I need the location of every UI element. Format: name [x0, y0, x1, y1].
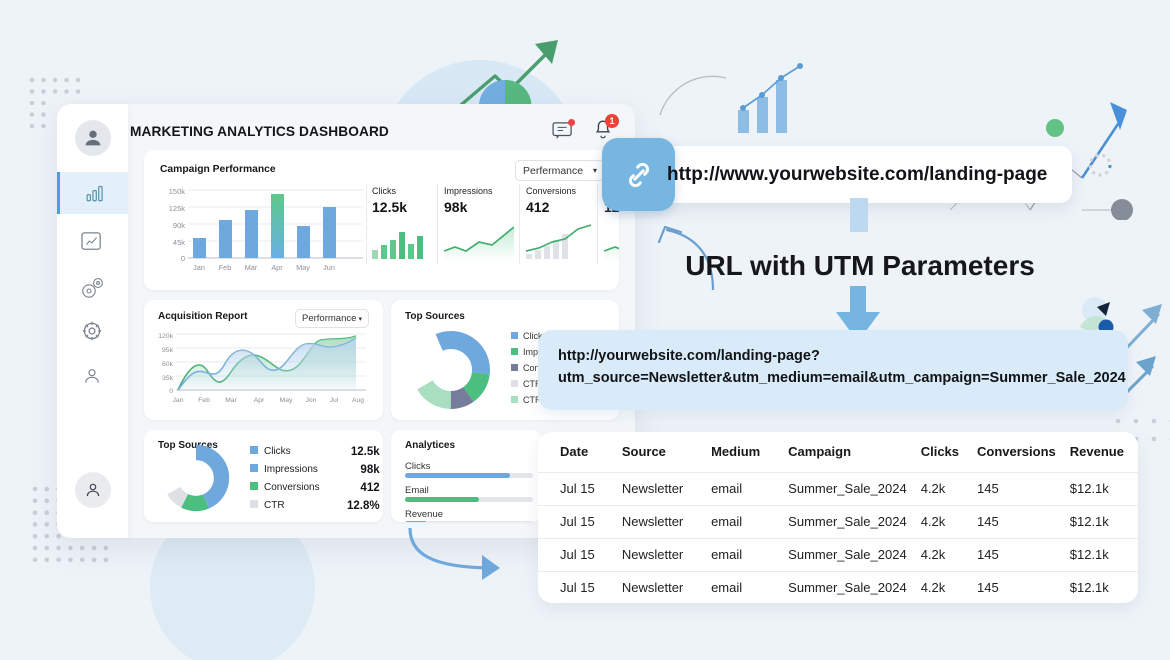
svg-text:Apr: Apr: [271, 263, 283, 272]
svg-text:Jun: Jun: [323, 263, 335, 272]
svg-text:0: 0: [181, 254, 185, 263]
svg-text:0: 0: [169, 388, 173, 395]
svg-text:125k: 125k: [169, 204, 186, 213]
svg-text:60k: 60k: [162, 361, 174, 368]
svg-text:Apr: Apr: [254, 397, 265, 404]
svg-text:May: May: [280, 397, 293, 404]
svg-text:Jul: Jul: [330, 397, 339, 404]
svg-text:35k: 35k: [162, 375, 174, 382]
svg-text:Aug: Aug: [352, 397, 364, 404]
svg-text:Jon: Jon: [306, 397, 317, 404]
svg-text:Mar: Mar: [245, 263, 258, 272]
svg-text:45k: 45k: [173, 238, 185, 247]
svg-text:May: May: [296, 263, 310, 272]
svg-text:Jan: Jan: [193, 263, 205, 272]
svg-text:Jan: Jan: [173, 397, 184, 404]
svg-text:120k: 120k: [158, 333, 173, 340]
svg-text:Feb: Feb: [198, 397, 210, 404]
svg-text:150k: 150k: [169, 188, 186, 196]
svg-text:90k: 90k: [173, 221, 185, 230]
svg-text:Feb: Feb: [219, 263, 232, 272]
svg-text:95k: 95k: [162, 347, 174, 354]
svg-text:Mar: Mar: [225, 397, 237, 404]
